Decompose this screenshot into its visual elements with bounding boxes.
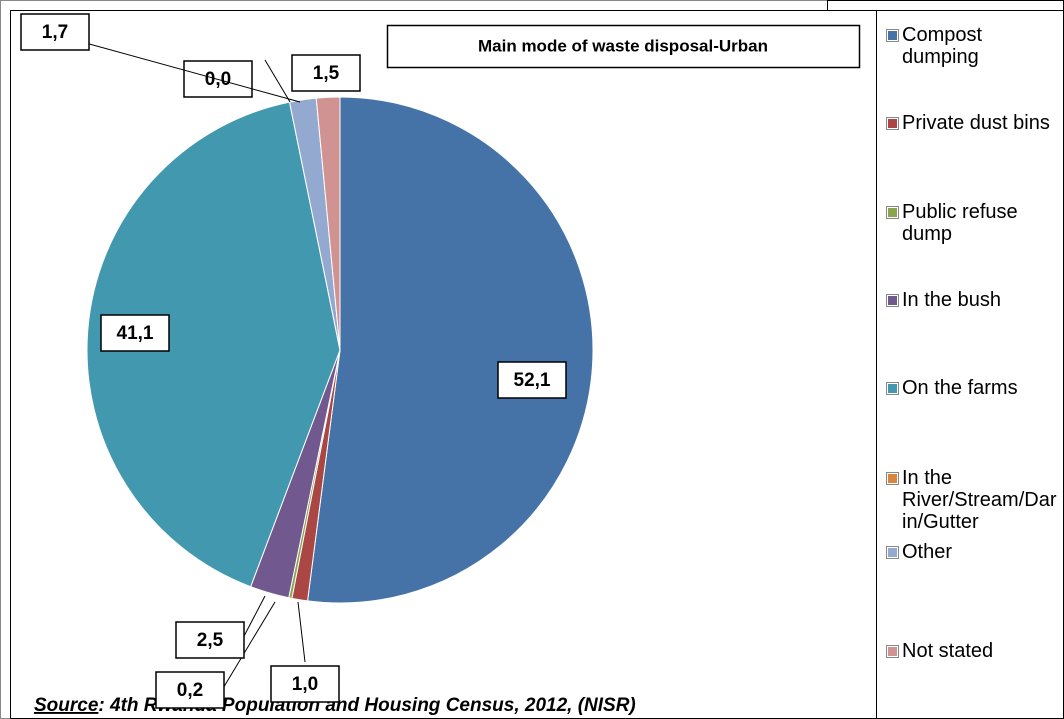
- legend-item: In the bush: [886, 289, 1059, 311]
- legend-label: In the bush: [902, 289, 1001, 311]
- leader-line: [264, 59, 291, 103]
- top-box: [827, 0, 1064, 11]
- legend-label: Private dust bins: [902, 112, 1050, 134]
- source-note: Source: 4th Rwanda Population and Housin…: [34, 695, 636, 716]
- legend: Compost dumping Private dust bins Public r…: [877, 10, 1064, 719]
- legend-label: Other: [902, 541, 953, 563]
- pie-slice: [306, 96, 594, 604]
- legend-swatch: [886, 382, 899, 395]
- legend-swatch: [886, 645, 899, 658]
- leader-line: [297, 601, 306, 663]
- legend-item: On the farms: [886, 377, 1059, 399]
- legend-swatch: [886, 472, 899, 485]
- legend-swatch: [886, 29, 899, 42]
- pie-slice: [315, 96, 341, 351]
- pie-slice: [86, 101, 341, 588]
- legend-item: In the River/Stream/Darin/Gutter: [886, 467, 1059, 533]
- legend-item: Not stated: [886, 640, 1059, 662]
- legend-label: On the farms: [902, 377, 1018, 399]
- data-label: 41,1: [117, 323, 154, 344]
- leader-line: [221, 601, 276, 691]
- legend-label: Public refuse dump: [902, 201, 1018, 245]
- legend-label: Compost dumping: [902, 24, 983, 68]
- data-label-box: [20, 13, 90, 51]
- data-label: 1,0: [292, 674, 318, 695]
- data-label-box: [270, 665, 340, 703]
- legend-item: Compost dumping: [886, 24, 1059, 68]
- data-label-box: [291, 54, 361, 92]
- source-label: Source: [34, 695, 99, 716]
- source-text: : 4th Rwanda Population and Housing Cens…: [98, 695, 635, 716]
- data-label-box: [175, 621, 245, 659]
- leader-line: [241, 595, 266, 641]
- chart-title: Main mode of waste disposal-Urban: [478, 36, 768, 55]
- legend-swatch: [886, 117, 899, 130]
- leader-line: [81, 41, 301, 103]
- legend-item: Private dust bins: [886, 112, 1059, 134]
- title-box: [386, 24, 861, 69]
- data-label-box: [100, 314, 170, 352]
- legend-label: Not stated: [902, 640, 994, 662]
- legend-item: Other: [886, 541, 1059, 563]
- legend-item: Public refuse dump: [886, 201, 1059, 245]
- data-label-box: [155, 671, 225, 709]
- legend-swatch: [886, 546, 899, 559]
- data-label: 0,2: [177, 680, 203, 701]
- legend-label: In the River/Stream/Darin/Gutter: [902, 467, 1057, 533]
- data-label: 1,5: [313, 63, 340, 84]
- legend-swatch: [886, 206, 899, 219]
- data-label: 2,5: [197, 630, 224, 651]
- data-label: 1,7: [42, 22, 68, 43]
- data-label-box: [497, 361, 567, 399]
- data-label: 52,1: [514, 370, 551, 391]
- legend-swatch: [886, 294, 899, 307]
